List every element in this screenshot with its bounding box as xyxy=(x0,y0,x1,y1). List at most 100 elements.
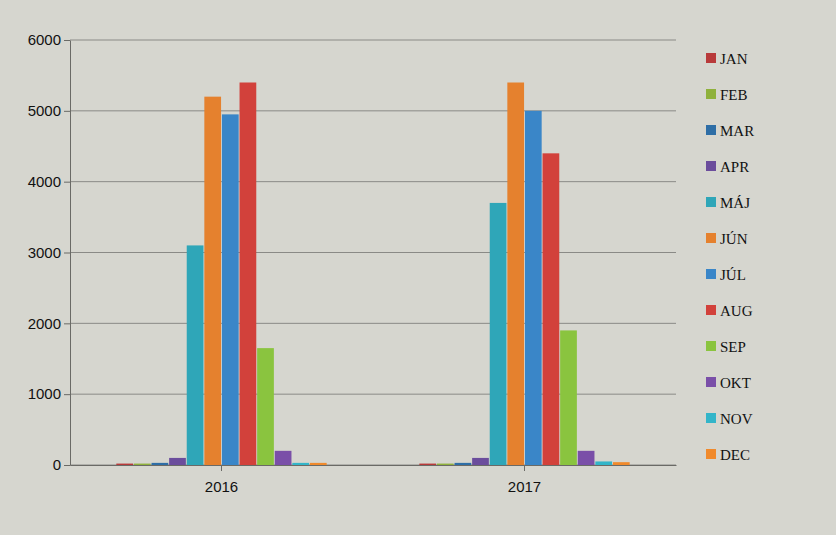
legend: JAN FEB MAR APR MÁJ JÚN JÚL AUG SEP OKT NOV DEC xyxy=(706,51,754,463)
y-tick-mark xyxy=(64,394,70,395)
bar xyxy=(257,348,274,465)
legend-item: JAN xyxy=(706,51,748,67)
legend-item: JÚL xyxy=(706,267,746,283)
bar xyxy=(152,463,169,465)
legend-swatch xyxy=(706,341,716,351)
x-tick-label: 2016 xyxy=(205,478,238,495)
bar xyxy=(578,451,595,465)
legend-item: DEC xyxy=(706,447,750,463)
grid-line xyxy=(70,323,676,324)
x-tick: 2016 xyxy=(205,465,238,495)
y-tick-label: 4000 xyxy=(28,173,61,190)
legend-item: MÁJ xyxy=(706,195,750,211)
legend-label: MAR xyxy=(720,123,754,139)
bar xyxy=(240,83,257,466)
y-tick: 2000 xyxy=(28,315,70,332)
y-tick-label: 0 xyxy=(53,456,61,473)
legend-label: AUG xyxy=(720,303,753,319)
legend-item: APR xyxy=(706,159,749,175)
legend-label: FEB xyxy=(720,87,748,103)
y-tick-mark xyxy=(64,182,70,183)
bar xyxy=(543,153,560,465)
y-tick-mark xyxy=(64,253,70,254)
legend-label: JAN xyxy=(720,51,748,67)
bar xyxy=(472,458,489,465)
legend-item: MAR xyxy=(706,123,754,139)
grid-line xyxy=(70,394,676,395)
bar xyxy=(525,111,542,465)
legend-label: JÚN xyxy=(720,231,748,247)
y-tick-label: 5000 xyxy=(28,102,61,119)
bar xyxy=(169,458,186,465)
x-tick: 2017 xyxy=(508,465,541,495)
grid-line xyxy=(70,110,676,111)
grid-line xyxy=(70,252,676,253)
legend-swatch xyxy=(706,197,716,207)
y-tick-label: 6000 xyxy=(28,31,61,48)
plot: 0 1000 2000 3000 4000 5000 6000 2016 2017 xyxy=(28,31,677,495)
bar xyxy=(187,245,204,465)
y-tick-label: 3000 xyxy=(28,244,61,261)
y-tick: 4000 xyxy=(28,173,70,190)
bar xyxy=(310,463,327,465)
bar xyxy=(419,464,436,465)
bar xyxy=(204,97,221,465)
y-tick: 6000 xyxy=(28,31,70,48)
legend-label: OKT xyxy=(720,375,751,391)
x-tick-mark xyxy=(221,465,222,471)
legend-swatch xyxy=(706,377,716,387)
x-tick-label: 2017 xyxy=(508,478,541,495)
bar xyxy=(560,330,577,465)
legend-swatch xyxy=(706,269,716,279)
legend-item: SEP xyxy=(706,339,746,355)
chart: 0 1000 2000 3000 4000 5000 6000 2016 2017 JAN FEB M… xyxy=(0,0,836,535)
y-tick: 5000 xyxy=(28,102,70,119)
bar xyxy=(275,451,292,465)
y-tick-label: 1000 xyxy=(28,385,61,402)
y-tick-label: 2000 xyxy=(28,315,61,332)
y-tick: 0 xyxy=(53,456,70,473)
bar xyxy=(437,464,454,465)
legend-item: FEB xyxy=(706,87,748,103)
y-tick: 1000 xyxy=(28,385,70,402)
y-tick-mark xyxy=(64,40,70,41)
legend-label: DEC xyxy=(720,447,750,463)
y-axis-line xyxy=(70,41,71,466)
bar xyxy=(613,462,630,465)
legend-label: JÚL xyxy=(720,267,746,283)
y-tick-mark xyxy=(64,111,70,112)
grid xyxy=(70,40,676,465)
legend-swatch xyxy=(706,53,716,63)
grid-line xyxy=(70,40,676,41)
legend-label: NOV xyxy=(720,411,753,427)
y-tick-mark xyxy=(64,465,70,466)
legend-swatch xyxy=(706,305,716,315)
legend-item: OKT xyxy=(706,375,751,391)
legend-swatch xyxy=(706,125,716,135)
bar xyxy=(595,461,612,465)
legend-label: MÁJ xyxy=(720,195,750,211)
bar xyxy=(455,463,472,465)
bar xyxy=(222,114,239,465)
x-tick-mark xyxy=(524,465,525,471)
legend-item: JÚN xyxy=(706,231,748,247)
legend-item: AUG xyxy=(706,303,753,319)
bar xyxy=(116,464,133,465)
x-axis: 2016 2017 xyxy=(71,465,677,495)
legend-swatch xyxy=(706,89,716,99)
x-axis-line xyxy=(71,465,677,466)
legend-swatch xyxy=(706,233,716,243)
legend-swatch xyxy=(706,449,716,459)
legend-swatch xyxy=(706,413,716,423)
y-tick: 3000 xyxy=(28,244,70,261)
bar xyxy=(507,83,524,466)
legend-swatch xyxy=(706,161,716,171)
grid-line xyxy=(70,181,676,182)
legend-item: NOV xyxy=(706,411,753,427)
bar xyxy=(490,203,507,465)
bars xyxy=(116,83,629,466)
bar xyxy=(292,463,309,465)
y-tick-mark xyxy=(64,323,70,324)
legend-label: SEP xyxy=(720,339,746,355)
bar xyxy=(134,464,151,465)
